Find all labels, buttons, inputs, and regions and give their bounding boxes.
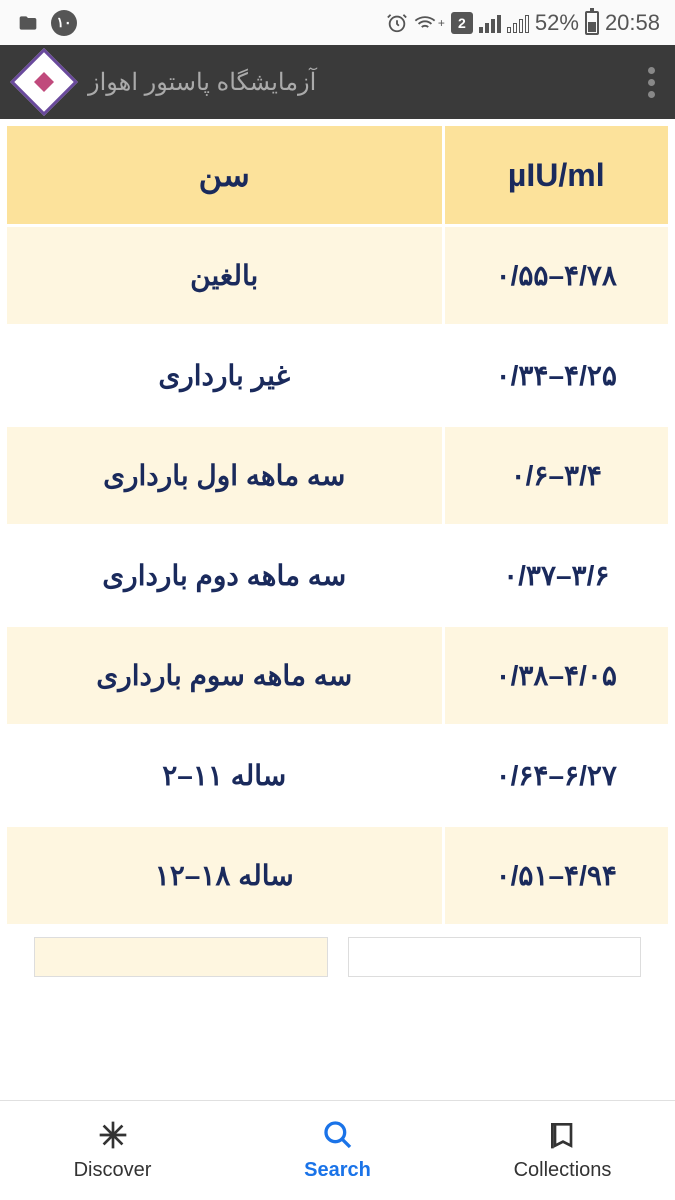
menu-button[interactable] [648,67,655,98]
content-area: سن µIU/ml بالغین ٠/۵۵–۴/۷۸ غیر بارداری ٠… [0,119,675,1100]
nav-label: Discover [74,1159,152,1182]
folder-icon [15,13,41,33]
table-row: ۲–۱۱ ساله ٠/۶۴–۶/۲۷ [6,726,670,826]
status-right: + 2 52% 20:58 [386,10,660,36]
alarm-icon [386,12,408,34]
app-header: آزمایشگاه پاستور اهواز [0,45,675,119]
cell-age: ۱۲–۱۸ ساله [6,826,444,926]
cell-value: ٠/۵۱–۴/۹۴ [443,826,670,926]
status-bar: ١٠ + 2 52% 20:58 [0,0,675,45]
bottom-nav: Discover Search Collections [0,1100,675,1200]
cell-value: ٠/۶۴–۶/۲۷ [443,726,670,826]
notification-badge: ١٠ [51,10,77,36]
cell-age: بالغین [6,226,444,326]
cell-age: ۲–۱۱ ساله [6,726,444,826]
nav-collections[interactable]: Collections [450,1101,675,1200]
table-row: ۱۲–۱۸ ساله ٠/۵۱–۴/۹۴ [6,826,670,926]
cell-value: ٠/۶–۳/۴ [443,426,670,526]
cell-age: سه ماهه دوم بارداری [6,526,444,626]
nav-label: Search [304,1159,371,1182]
col-unit: µIU/ml [443,125,670,226]
clock-time: 20:58 [605,10,660,36]
nav-label: Collections [514,1159,612,1182]
cell-age: غیر بارداری [6,326,444,426]
status-left: ١٠ [15,10,77,36]
table-row: غیر بارداری ٠/۳۴–۴/۲۵ [6,326,670,426]
table-row: بالغین ٠/۵۵–۴/۷۸ [6,226,670,326]
asterisk-icon [97,1119,129,1151]
collections-icon [547,1119,579,1151]
cell-value: ٠/۳۷–۳/۶ [443,526,670,626]
wifi-icon [414,12,436,34]
cell-age: سه ماهه سوم بارداری [6,626,444,726]
cell-value: ٠/۳۴–۴/۲۵ [443,326,670,426]
table-header-row: سن µIU/ml [6,125,670,226]
nav-discover[interactable]: Discover [0,1101,225,1200]
search-icon [322,1119,354,1151]
battery-percent: 52% [535,10,579,36]
table-row: سه ماهه اول بارداری ٠/۶–۳/۴ [6,426,670,526]
thumbnails-row [4,927,671,987]
signal-outline-icon [507,13,529,33]
table-row: سه ماهه دوم بارداری ٠/۳۷–۳/۶ [6,526,670,626]
reference-table: سن µIU/ml بالغین ٠/۵۵–۴/۷۸ غیر بارداری ٠… [4,123,671,927]
sim-badge: 2 [451,12,473,34]
cell-value: ٠/۵۵–۴/۷۸ [443,226,670,326]
app-title: آزمایشگاه پاستور اهواز [88,68,316,97]
cell-age: سه ماهه اول بارداری [6,426,444,526]
app-logo-icon[interactable] [10,48,78,116]
battery-icon [585,11,599,35]
table-row: سه ماهه سوم بارداری ٠/۳۸–۴/٠۵ [6,626,670,726]
cell-value: ٠/۳۸–۴/٠۵ [443,626,670,726]
thumbnail[interactable] [348,937,642,977]
col-age: سن [6,125,444,226]
nav-search[interactable]: Search [225,1101,450,1200]
signal-icon [479,13,501,33]
thumbnail[interactable] [34,937,328,977]
